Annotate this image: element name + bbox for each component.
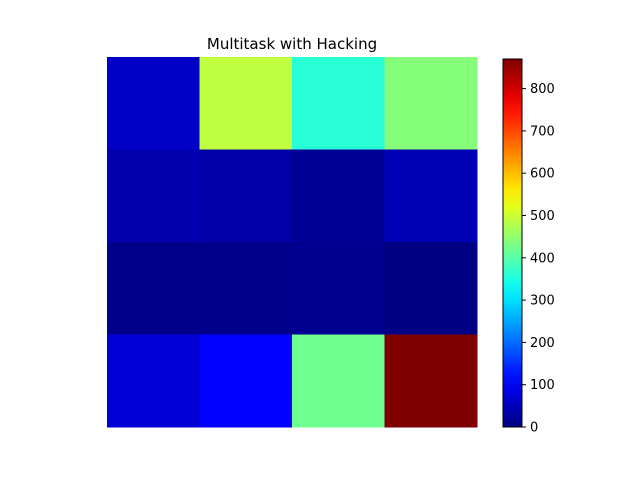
- colorbar-tick-label: 0: [530, 421, 538, 436]
- heatmap-cell-r3-c0: [107, 334, 200, 428]
- heatmap-cell-r0-c3: [384, 57, 478, 150]
- heatmap-cell-r3-c2: [292, 334, 385, 428]
- heatmap-cell-r1-c1: [199, 149, 293, 243]
- heatmap-cell-r3-c1: [199, 334, 293, 428]
- colorbar-tick-label: 500: [530, 209, 555, 224]
- heatmap-cell-r2-c1: [199, 242, 293, 335]
- colorbar-tick-label: 100: [530, 378, 555, 393]
- heatmap-cell-r2-c3: [384, 242, 478, 335]
- colorbar-tick-label: 200: [530, 336, 555, 351]
- chart-title: Multitask with Hacking: [207, 35, 377, 53]
- colorbar-tick-label: 800: [530, 82, 555, 97]
- heatmap-cells: [107, 57, 478, 428]
- colorbar-tick-label: 400: [530, 251, 555, 266]
- heatmap-cell-r1-c2: [292, 149, 385, 243]
- heatmap-cell-r2-c0: [107, 242, 200, 335]
- colorbar-tick-label: 300: [530, 294, 555, 309]
- heatmap-cell-r1-c0: [107, 149, 200, 243]
- colorbar-gradient: [503, 59, 522, 427]
- heatmap-cell-r0-c1: [199, 57, 293, 150]
- colorbar-frame: [502, 58, 523, 428]
- heatmap-cell-r0-c0: [107, 57, 200, 150]
- colorbar-ticks: 0 100 200 300 400 500 600 700 800: [522, 82, 555, 436]
- heatmap-cell-r0-c2: [292, 57, 385, 150]
- heatmap-cell-r2-c2: [292, 242, 385, 335]
- heatmap-cell-r1-c3: [384, 149, 478, 243]
- colorbar: 0 100 200 300 400 500 600 700 800: [502, 58, 555, 436]
- colorbar-tick-label: 700: [530, 124, 555, 139]
- colorbar-tick-label: 600: [530, 167, 555, 182]
- heatmap-cell-r3-c3: [384, 334, 478, 428]
